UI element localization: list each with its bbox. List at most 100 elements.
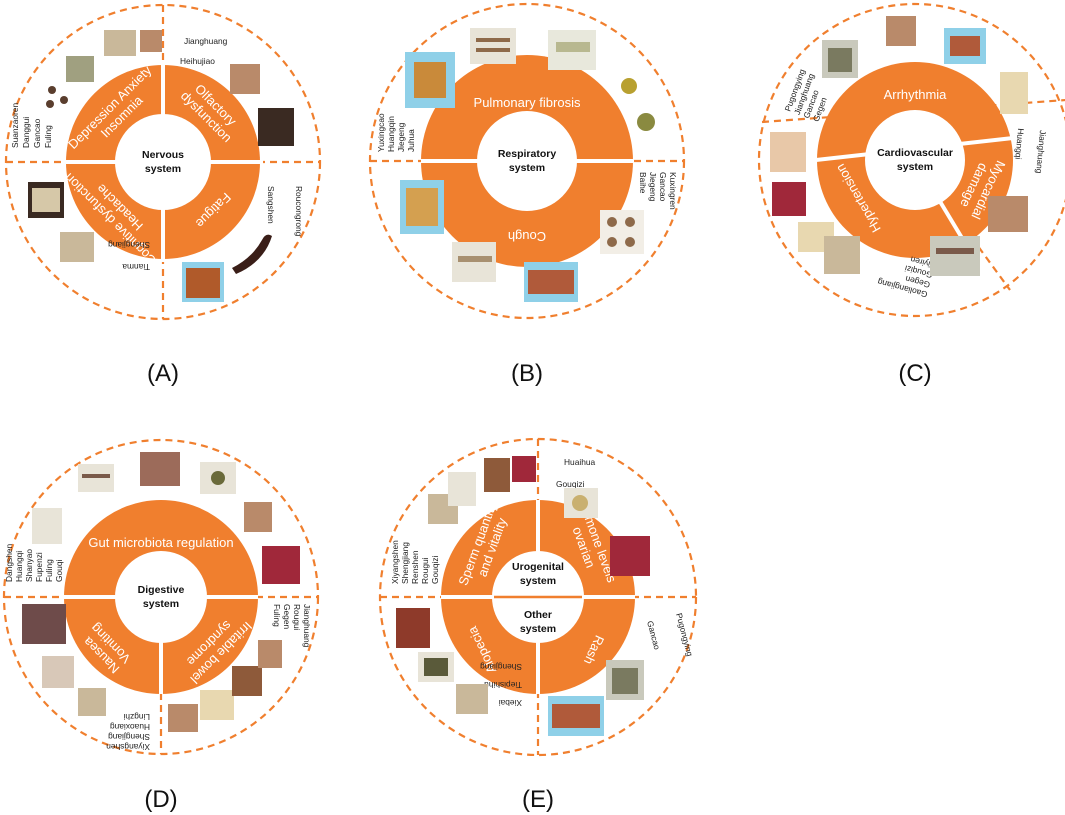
herb-photo: [458, 256, 492, 262]
center-label-line-2: system: [897, 161, 933, 173]
herb-photo: [230, 64, 260, 94]
herb-photo: [42, 656, 74, 688]
herb-photo: [258, 108, 294, 146]
herb-photo: [572, 495, 588, 511]
herb-photo: [456, 684, 488, 714]
herb-photo: [950, 36, 980, 56]
herb-photo: [232, 666, 262, 696]
herb-photo: [484, 458, 510, 492]
center-label-line-1: Respiratory: [498, 148, 557, 160]
herb-photo: [140, 452, 180, 486]
herb-photo: [200, 690, 234, 720]
center-label-line-2: system: [520, 575, 556, 587]
herb-photo: [637, 113, 655, 131]
herb-photo: [396, 608, 430, 648]
band-label-arrhythmia: Arrhythmia: [884, 87, 948, 102]
panel-label: (C): [898, 360, 931, 387]
herb-photo: [772, 182, 806, 216]
herb-photo: [770, 132, 806, 172]
herb-photo: [82, 474, 110, 478]
herb-photo: [470, 28, 516, 64]
herb-photo: [414, 62, 446, 98]
herb-photo: [988, 196, 1028, 232]
herb-list: Suanzaoren Danggui Gancao Fuling: [10, 101, 53, 149]
herb-photo: [32, 508, 62, 544]
herb-photo: [60, 96, 68, 104]
herb-photo: [104, 30, 136, 56]
herb-photo: [828, 48, 852, 72]
herb-photos: [400, 28, 655, 302]
herb-list: Xiyangshen Shengjiang Huaoxiang Lingzhi: [104, 712, 150, 752]
herb-photo: [607, 237, 617, 247]
panel-label: (A): [147, 360, 179, 387]
herb-list: Tianma Shengjiang: [108, 240, 150, 272]
herb-photo: [244, 502, 272, 532]
center-label-other-line-2: system: [520, 623, 556, 635]
panel-e-urogenital-other-system: Urogenital system Other system Sperm qua…: [378, 437, 698, 813]
band-label-gut-microbiota: Gut microbiota regulation: [88, 535, 233, 550]
center-circle: [115, 114, 211, 210]
center-label-line-1: Urogenital: [512, 561, 564, 573]
herb-photos: [770, 16, 1028, 276]
herb-photo: [186, 268, 220, 298]
herb-photo: [552, 704, 600, 728]
herb-photo: [32, 188, 60, 212]
herb-photo: [46, 100, 54, 108]
herb-photo: [424, 658, 448, 676]
center-circle: [865, 110, 965, 210]
herb-photo: [556, 42, 590, 52]
herb-photo: [140, 30, 162, 52]
herb-list: Dangshen Huangqi Shanyao Fupenzi Fuling …: [4, 541, 64, 582]
band-label-cough: Cough: [508, 229, 546, 244]
herb-photo: [528, 270, 574, 294]
herb-photo: [78, 688, 106, 716]
panel-d-digestive-system: Digestive system Gut microbiota regulati…: [2, 438, 320, 813]
herb-photo: [22, 604, 66, 644]
herb-list: Yuxingcao Huangqin Jiegeng Juhua: [376, 111, 416, 152]
herb-photo: [48, 86, 56, 94]
band-label-pulmonary-fibrosis: Pulmonary fibrosis: [474, 95, 581, 110]
herb-photo: [60, 232, 94, 262]
herb-photo: [476, 48, 510, 52]
herb-photo: [600, 210, 644, 254]
herb-list: Jianghuang Rougui Gegen Fuling: [272, 604, 312, 650]
panel-label: (E): [522, 786, 554, 813]
center-label-line-1: Digestive: [138, 584, 185, 596]
herb-list: Xiyangshen Shengjiang Renshen Rougui Gou…: [390, 538, 440, 584]
panel-c-cardiovascular-system: Cardiovascular system Arrhythmia Hyperte…: [757, 2, 1065, 387]
herb-photo: [824, 236, 860, 274]
herb-photo: [886, 16, 916, 46]
center-circle: [477, 111, 577, 211]
center-label-line-1: Nervous: [142, 149, 184, 161]
herb-list: Jianghuang Huangqi: [1012, 128, 1048, 176]
herb-photo: [512, 456, 536, 482]
herb-photo: [612, 668, 638, 694]
herb-list: Pugongying Gancao: [645, 612, 696, 667]
panel-a-nervous-system: Nervous system Depression Anxiety Insomn…: [4, 3, 322, 387]
herb-photo: [607, 217, 617, 227]
center-label-line-2: system: [145, 163, 181, 175]
herb-photo: [262, 546, 300, 584]
herb-photo: [406, 188, 438, 226]
herb-list: Xiebai Tiepishihu Shengjiang: [480, 662, 522, 708]
herb-photo: [625, 217, 635, 227]
center-circle: [115, 551, 207, 643]
herb-photo: [258, 640, 282, 668]
herb-photo: [168, 704, 198, 732]
herb-list: Jianghuang Heihujiao: [180, 36, 230, 66]
herb-list: Roucongrong Sangshen: [266, 186, 304, 239]
herb-photos: [28, 30, 294, 302]
herb-photo: [930, 236, 980, 276]
herb-photo: [936, 248, 974, 254]
herb-photo: [211, 471, 225, 485]
panel-label: (D): [144, 786, 177, 813]
herb-photo: [1000, 72, 1028, 114]
outer-dashed-ring: [757, 2, 1065, 318]
herb-photo: [625, 237, 635, 247]
herb-photo: [66, 56, 94, 82]
herb-photo: [476, 38, 510, 42]
herb-photo: [621, 78, 637, 94]
herb-list: Kuxingren Gancao Jiegeng Baihe: [638, 172, 678, 212]
center-label-other-line-1: Other: [524, 609, 552, 621]
